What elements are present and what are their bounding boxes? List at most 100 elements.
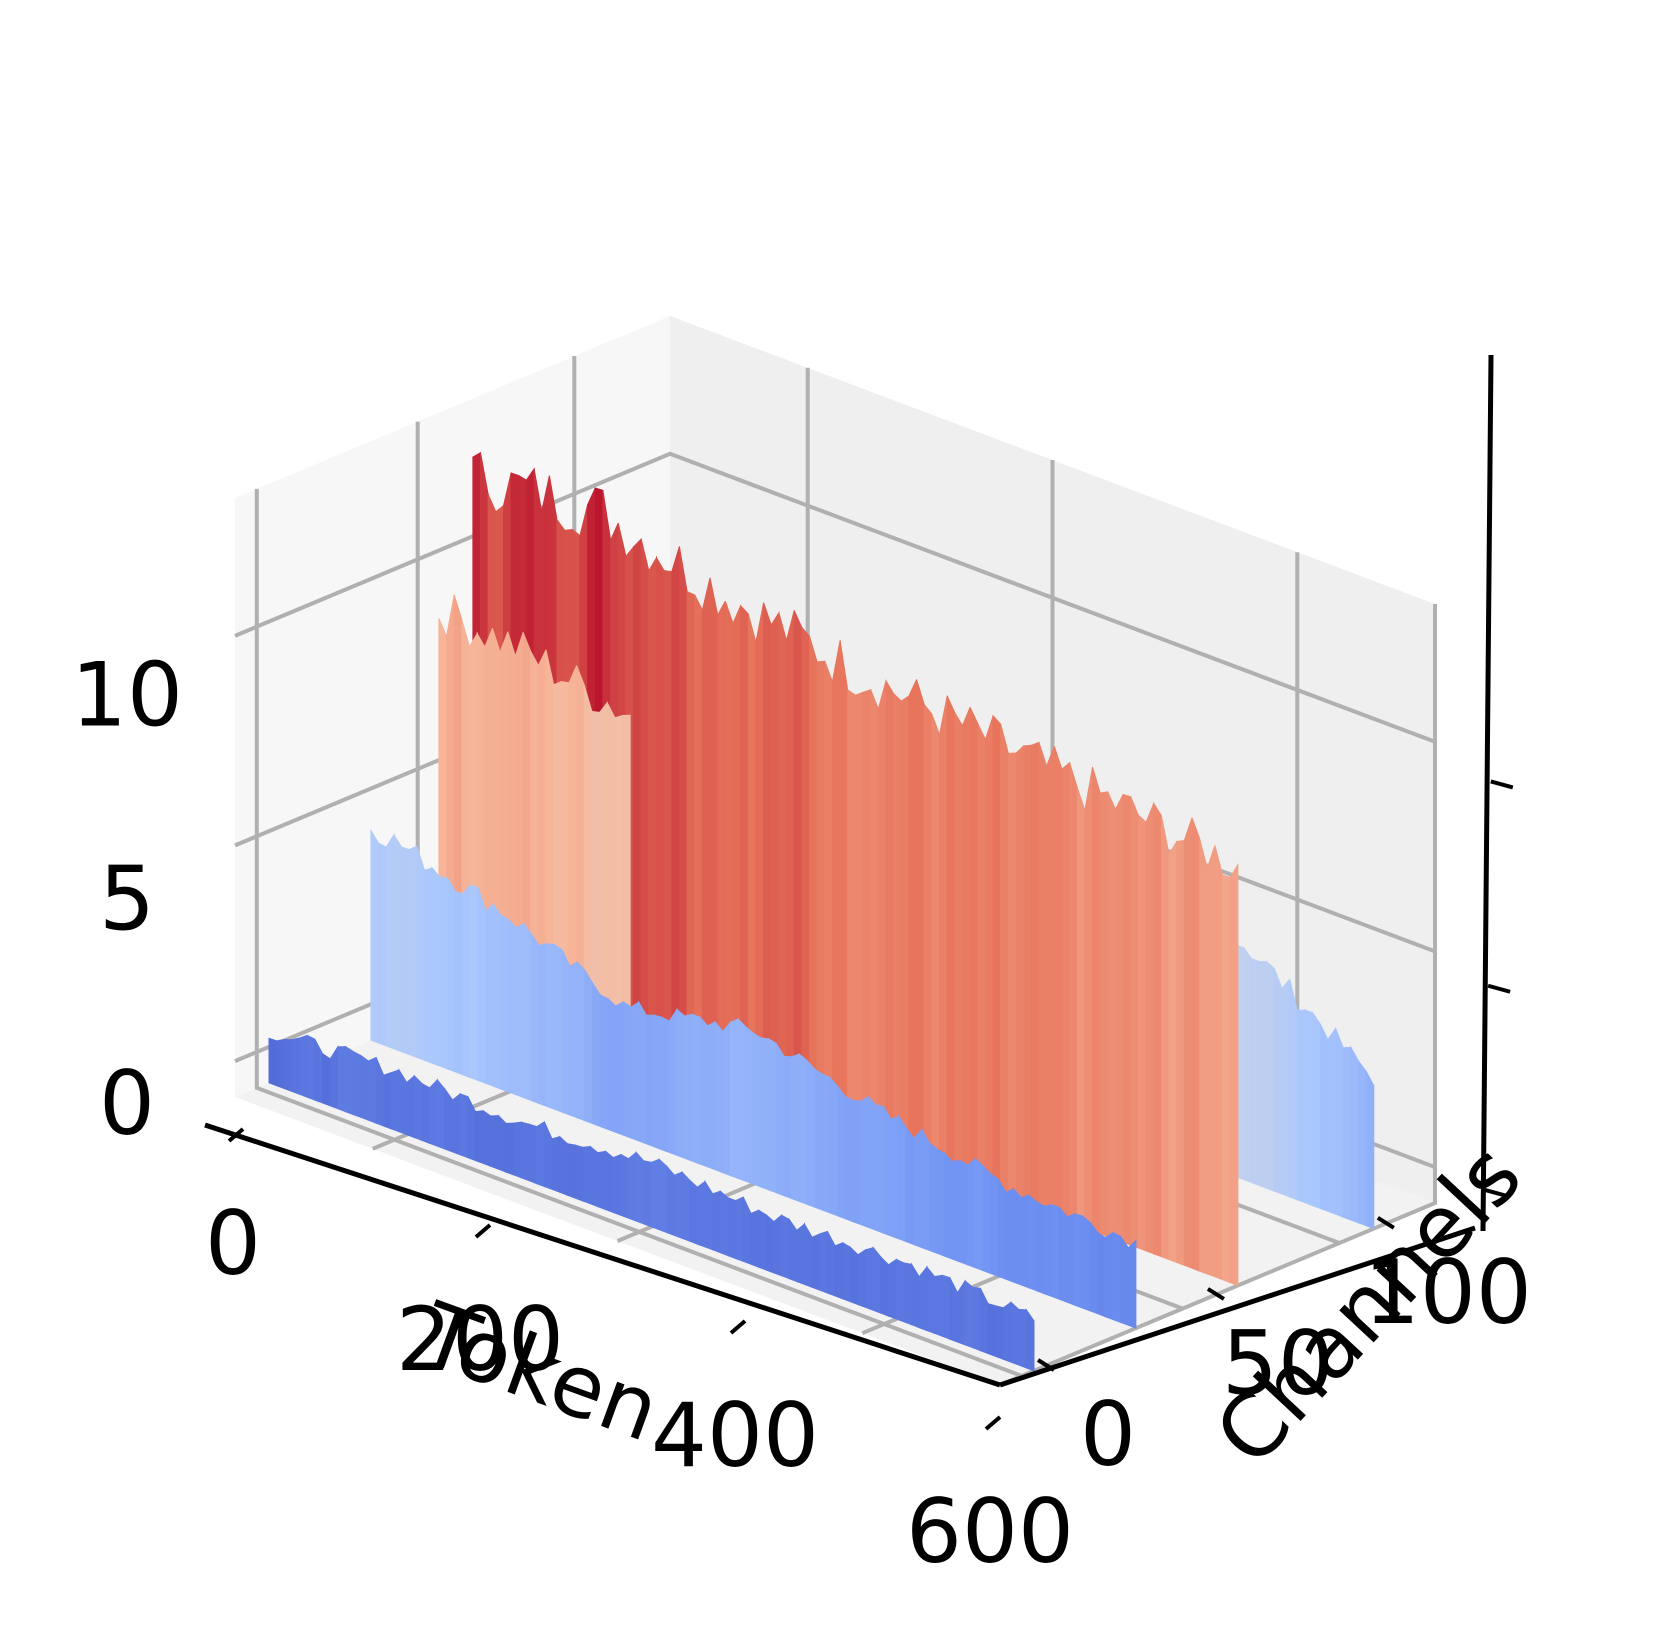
- surface-segment-ch40: [921, 1127, 930, 1252]
- surface-segment-ch110: [1327, 1026, 1337, 1215]
- surface-segment-ch10: [773, 1214, 782, 1277]
- surface-segment-ch10: [681, 1170, 691, 1242]
- surface-segment-ch40: [584, 968, 594, 1125]
- surface-segment-ch110: [1273, 968, 1283, 1195]
- surface-segment-ch40: [615, 1001, 624, 1136]
- surface-segment-ch40: [469, 884, 479, 1082]
- surface-segment-ch110: [1335, 1028, 1344, 1218]
- surface-segment-ch40: [1112, 1231, 1122, 1324]
- surface-segment-ch10: [482, 1109, 492, 1168]
- x-tick-label-1: 200: [396, 1288, 564, 1391]
- surface-segment-ch10: [872, 1246, 882, 1314]
- surface-segment-ch70: [1199, 838, 1208, 1275]
- surface-segment-ch40: [431, 866, 441, 1067]
- surface-segment-ch40: [1036, 1200, 1045, 1295]
- surface-segment-ch70: [984, 715, 994, 1195]
- surface-segment-ch70: [1145, 803, 1155, 1255]
- surface-segment-ch10: [689, 1179, 698, 1245]
- surface-segment-ch70: [694, 594, 703, 1085]
- surface-segment-ch70: [1084, 766, 1093, 1232]
- surface-segment-ch40: [707, 1021, 716, 1171]
- surface-segment-ch10: [513, 1121, 522, 1179]
- surface-segment-ch40: [990, 1172, 999, 1278]
- surface-segment-ch110: [1258, 960, 1268, 1190]
- surface-segment-ch40: [1058, 1205, 1068, 1303]
- surface-segment-ch70: [1137, 814, 1147, 1252]
- surface-segment-ch40: [714, 1020, 724, 1174]
- surface-segment-ch40: [730, 1018, 739, 1180]
- surface-segment-ch10: [704, 1179, 714, 1251]
- surface-segment-ch10: [719, 1190, 729, 1257]
- surface-segment-ch40: [997, 1177, 1007, 1280]
- surface-segment-ch70: [870, 689, 879, 1151]
- z-tick-label-1: 5: [99, 848, 155, 951]
- surface-segment-ch70: [1099, 791, 1109, 1238]
- surface-segment-ch10: [276, 1038, 285, 1090]
- surface-segment-ch40: [492, 902, 502, 1090]
- surface-segment-ch10: [582, 1146, 591, 1205]
- surface-segment-ch40: [577, 960, 586, 1122]
- surface-segment-ch10: [1010, 1301, 1020, 1366]
- x-tick-label-3: 600: [906, 1480, 1074, 1583]
- surface-segment-ch40: [752, 1032, 762, 1188]
- surface-segment-ch40: [569, 961, 578, 1119]
- surface-segment-ch40: [928, 1141, 938, 1254]
- surface-segment-ch70: [1206, 845, 1216, 1278]
- surface-segment-ch40: [829, 1076, 839, 1217]
- surface-segment-ch10: [750, 1209, 760, 1268]
- surface-segment-ch10: [796, 1222, 805, 1286]
- surface-segment-ch40: [1104, 1231, 1114, 1321]
- surface-segment-ch10: [987, 1303, 997, 1358]
- surface-segment-ch10: [536, 1121, 545, 1188]
- surface-segment-ch40: [1089, 1220, 1099, 1315]
- y-tick-label-0: 0: [1080, 1383, 1136, 1486]
- surface-segment-ch10: [834, 1242, 844, 1300]
- surface-segment-ch10: [1002, 1301, 1012, 1363]
- surface-segment-ch70: [1007, 752, 1017, 1203]
- surface-segment-ch40: [745, 1025, 754, 1185]
- surface-segment-ch70: [1107, 791, 1116, 1241]
- surface-segment-ch10: [918, 1265, 928, 1332]
- surface-segment-ch110: [1304, 1009, 1314, 1207]
- surface-segment-ch110: [1312, 1011, 1321, 1210]
- surface-segment-ch70: [1061, 761, 1071, 1223]
- surface-segment-ch10: [520, 1121, 530, 1182]
- surface-segment-ch70: [1046, 746, 1055, 1218]
- surface-segment-ch10: [551, 1136, 561, 1193]
- surface-segment-ch40: [913, 1127, 923, 1249]
- surface-segment-ch110: [1319, 1023, 1329, 1213]
- surface-segment-ch70: [816, 660, 826, 1131]
- surface-segment-ch40: [515, 922, 525, 1099]
- surface-segment-ch10: [842, 1241, 851, 1303]
- surface-segment-ch10: [1018, 1308, 1027, 1369]
- surface-segment-ch40: [791, 1053, 800, 1203]
- surface-segment-ch10: [696, 1180, 706, 1248]
- surface-segment-ch70: [900, 695, 910, 1163]
- surface-segment-ch40: [462, 883, 471, 1079]
- surface-segment-ch70: [1038, 742, 1048, 1215]
- surface-segment-ch40: [852, 1099, 861, 1226]
- surface-segment-ch70: [640, 538, 650, 1065]
- surface-segment-ch10: [459, 1093, 469, 1159]
- surface-segment-ch40: [645, 1014, 655, 1148]
- surface-segment-ch10: [291, 1037, 301, 1096]
- surface-segment-ch70: [1153, 801, 1162, 1258]
- surface-segment-ch70: [824, 661, 833, 1134]
- surface-segment-ch40: [860, 1096, 869, 1229]
- surface-segment-ch10: [306, 1034, 316, 1101]
- z-tick-0: [1484, 1188, 1508, 1198]
- surface-segment-ch40: [806, 1059, 816, 1208]
- surface-segment-ch40: [508, 918, 517, 1096]
- surface-segment-ch10: [1025, 1308, 1035, 1372]
- surface-segment-ch10: [390, 1069, 400, 1133]
- y-tick-1: [1206, 1287, 1225, 1301]
- surface-segment-ch40: [890, 1115, 900, 1240]
- surface-segment-ch10: [758, 1209, 767, 1271]
- surface-segment-ch10: [941, 1274, 951, 1340]
- surface-segment-ch70: [755, 602, 765, 1108]
- surface-segment-ch10: [299, 1034, 308, 1098]
- y-tick-2: [1376, 1216, 1395, 1230]
- surface-segment-ch110: [1250, 957, 1260, 1187]
- surface-segment-ch40: [951, 1159, 961, 1263]
- surface-segment-ch70: [1000, 724, 1009, 1200]
